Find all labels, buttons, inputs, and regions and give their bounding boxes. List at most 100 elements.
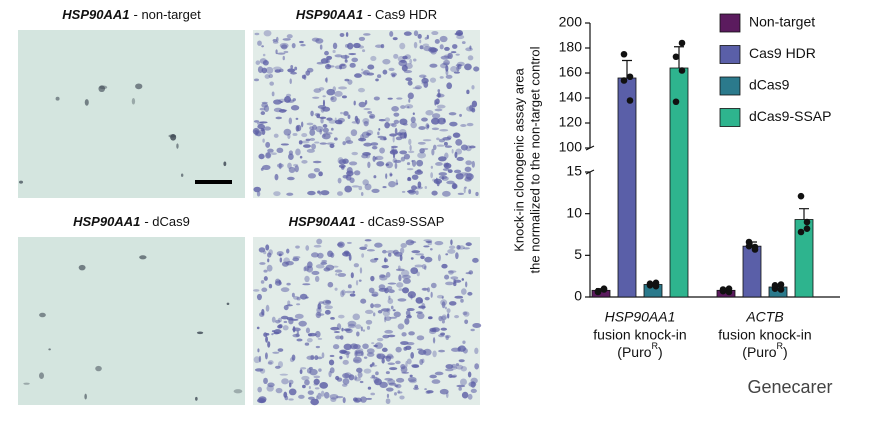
colony [305, 138, 311, 142]
colony [267, 382, 275, 388]
colony [313, 88, 322, 93]
colony [360, 191, 364, 197]
micrograph [18, 30, 245, 198]
colony [344, 290, 353, 294]
colony [464, 177, 472, 182]
colony [412, 87, 421, 90]
colony [342, 251, 351, 257]
colony [389, 316, 398, 319]
data-point [797, 228, 805, 236]
data-point [803, 218, 811, 226]
colony [400, 105, 406, 109]
colony [256, 326, 260, 330]
colony [295, 333, 300, 337]
colony [350, 272, 354, 279]
category-label: ACTB [745, 309, 783, 325]
colony [410, 116, 416, 123]
legend-label: dCas9-SSAP [749, 108, 831, 124]
data-point [803, 225, 811, 232]
colony [313, 383, 319, 386]
colony [264, 74, 271, 79]
colony [273, 99, 282, 105]
colony [443, 59, 450, 66]
colony [306, 122, 314, 126]
colony [371, 342, 375, 345]
colony [343, 111, 349, 116]
colony [466, 89, 470, 95]
colony [366, 72, 375, 76]
colony [277, 361, 284, 368]
colony [308, 333, 313, 337]
colony [429, 329, 437, 335]
colony [384, 315, 387, 323]
data-point [719, 286, 727, 293]
colony [406, 358, 412, 365]
colony [370, 275, 375, 282]
panel-gene: HSP90AA1 [289, 214, 356, 229]
colony [457, 192, 465, 196]
colony [277, 324, 283, 329]
colony [292, 257, 300, 262]
colony [400, 156, 406, 162]
colony [424, 36, 428, 40]
colony [370, 142, 379, 146]
colony [361, 131, 370, 139]
colony [339, 32, 345, 38]
colony [467, 393, 473, 400]
colony [353, 100, 356, 106]
colony [369, 258, 378, 263]
colony [426, 34, 429, 40]
colony [431, 127, 440, 131]
data-point [771, 282, 779, 289]
colony [359, 267, 363, 274]
colony [462, 340, 466, 345]
colony [440, 327, 448, 331]
colony [261, 67, 268, 74]
colony [445, 64, 449, 72]
colony [309, 368, 318, 376]
colony [419, 359, 424, 365]
colony [255, 131, 262, 137]
colony [319, 142, 327, 145]
colony [344, 372, 352, 379]
colony [431, 117, 440, 125]
colony [371, 362, 375, 366]
panel-title: HSP90AA1 - Cas9 HDR [296, 7, 437, 22]
colony [367, 111, 373, 114]
colony [345, 140, 354, 145]
colony [287, 176, 295, 181]
colony [84, 99, 89, 106]
colony [315, 125, 324, 133]
colony [416, 312, 425, 320]
colony [445, 74, 453, 79]
colony [268, 249, 273, 256]
marker-sup: R [652, 341, 659, 351]
colony [363, 368, 372, 374]
colony [444, 368, 454, 372]
colony [439, 128, 449, 132]
colony [401, 274, 411, 280]
colony [280, 143, 290, 146]
colony [384, 257, 387, 263]
colony [408, 138, 412, 146]
colony [283, 391, 288, 398]
colony [272, 351, 280, 354]
colony [276, 147, 284, 154]
colony [318, 87, 325, 91]
colony [277, 348, 284, 352]
colony [287, 68, 296, 73]
colony [459, 113, 462, 117]
colony [317, 252, 324, 259]
colony [475, 191, 479, 197]
data-point [777, 286, 785, 293]
colony [462, 311, 468, 316]
colony [275, 319, 281, 324]
legend-label: dCas9 [749, 77, 790, 93]
y-tick-label: 140 [559, 89, 583, 105]
colony [398, 288, 403, 291]
colony [376, 353, 386, 360]
colony [267, 148, 274, 153]
colony [449, 121, 458, 127]
y-tick-label: 200 [559, 14, 583, 30]
colony [410, 267, 419, 275]
